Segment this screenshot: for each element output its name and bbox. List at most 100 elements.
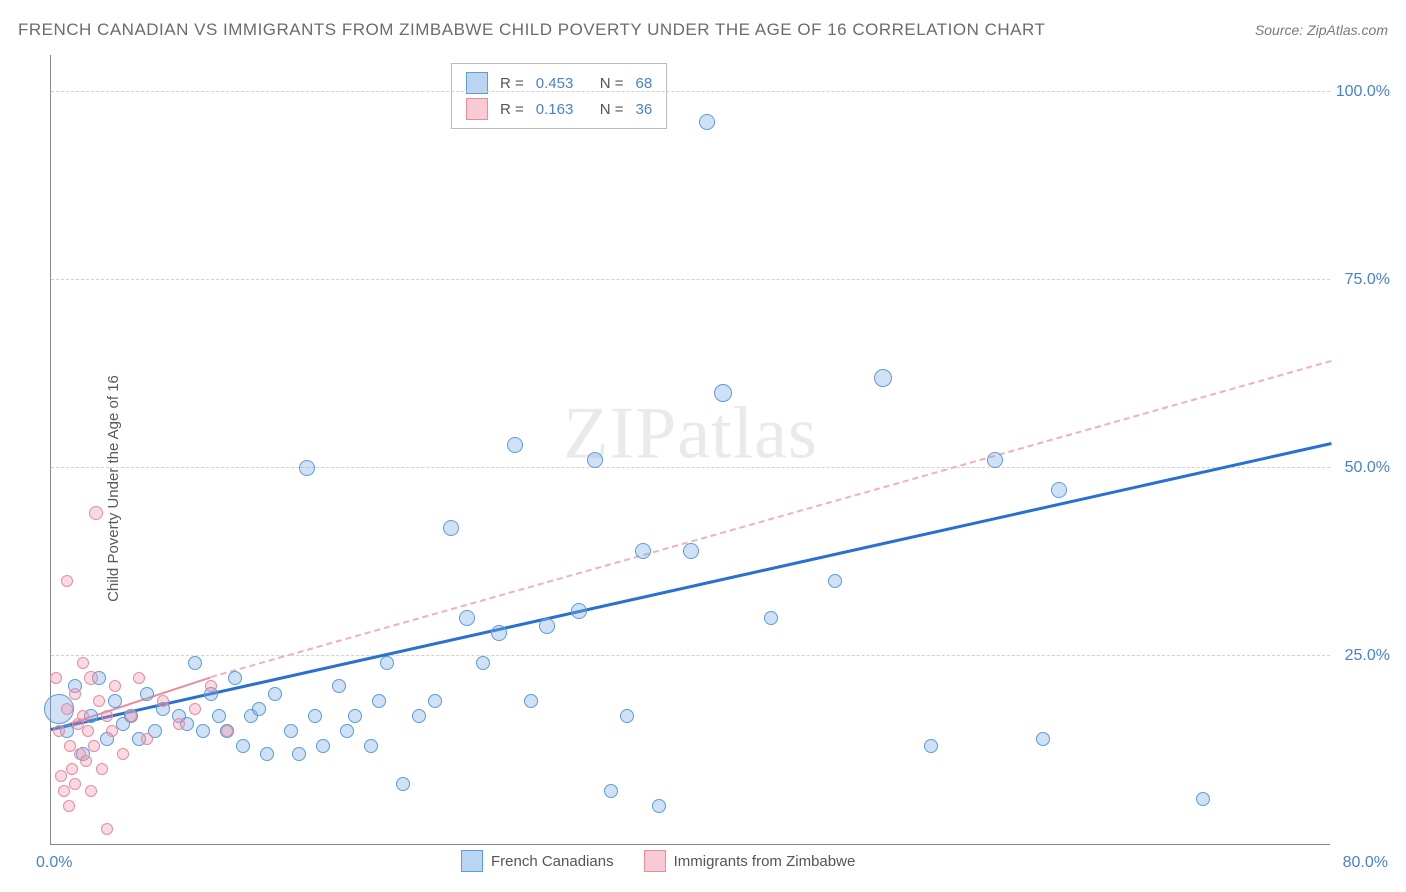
data-point — [85, 785, 97, 797]
r-label: R = — [500, 101, 524, 118]
gridline — [51, 467, 1330, 468]
data-point — [89, 506, 103, 520]
data-point — [1196, 792, 1210, 806]
data-point — [308, 709, 322, 723]
r-value-blue: 0.453 — [536, 75, 588, 92]
data-point — [372, 694, 386, 708]
data-point — [236, 739, 250, 753]
data-point — [284, 724, 298, 738]
data-point — [58, 785, 70, 797]
n-value-blue: 68 — [636, 75, 653, 92]
gridline — [51, 91, 1330, 92]
data-point — [77, 657, 89, 669]
trend-line — [211, 361, 1332, 679]
data-point — [459, 610, 475, 626]
data-point — [443, 520, 459, 536]
data-point — [683, 543, 699, 559]
n-label: N = — [600, 75, 624, 92]
data-point — [491, 625, 507, 641]
data-point — [77, 710, 89, 722]
data-point — [635, 543, 651, 559]
n-label: N = — [600, 101, 624, 118]
series-legend: French Canadians Immigrants from Zimbabw… — [461, 850, 855, 872]
y-tick-label: 75.0% — [1345, 271, 1390, 289]
data-point — [108, 694, 122, 708]
data-point — [260, 747, 274, 761]
data-point — [268, 687, 282, 701]
data-point — [396, 777, 410, 791]
r-value-pink: 0.163 — [536, 101, 588, 118]
data-point — [764, 611, 778, 625]
data-point — [604, 784, 618, 798]
chart-header: FRENCH CANADIAN VS IMMIGRANTS FROM ZIMBA… — [18, 20, 1388, 40]
data-point — [106, 725, 118, 737]
data-point — [380, 656, 394, 670]
data-point — [340, 724, 354, 738]
data-point — [61, 575, 73, 587]
data-point — [50, 672, 62, 684]
x-tick-max: 80.0% — [1343, 854, 1388, 872]
legend-item-pink: Immigrants from Zimbabwe — [644, 850, 856, 872]
data-point — [101, 710, 113, 722]
chart-title: FRENCH CANADIAN VS IMMIGRANTS FROM ZIMBA… — [18, 20, 1045, 40]
data-point — [205, 680, 217, 692]
plot-area: ZIPatlas 0.0% 80.0% R = 0.453 N = 68 R =… — [50, 55, 1330, 845]
data-point — [189, 703, 201, 715]
data-point — [221, 725, 233, 737]
trend-line — [51, 442, 1332, 731]
data-point — [924, 739, 938, 753]
y-tick-label: 50.0% — [1345, 459, 1390, 477]
data-point — [80, 755, 92, 767]
data-point — [332, 679, 346, 693]
data-point — [316, 739, 330, 753]
data-point — [652, 799, 666, 813]
data-point — [61, 703, 73, 715]
legend-item-blue: French Canadians — [461, 850, 614, 872]
legend-label-pink: Immigrants from Zimbabwe — [674, 853, 856, 870]
data-point — [524, 694, 538, 708]
legend-row-blue: R = 0.453 N = 68 — [466, 70, 652, 96]
swatch-pink — [466, 98, 488, 120]
data-point — [84, 671, 98, 685]
data-point — [507, 437, 523, 453]
data-point — [55, 770, 67, 782]
data-point — [125, 710, 137, 722]
n-value-pink: 36 — [636, 101, 653, 118]
data-point — [69, 778, 81, 790]
data-point — [53, 725, 65, 737]
data-point — [714, 384, 732, 402]
source-attribution: Source: ZipAtlas.com — [1255, 22, 1388, 38]
data-point — [828, 574, 842, 588]
gridline — [51, 655, 1330, 656]
data-point — [476, 656, 490, 670]
data-point — [1036, 732, 1050, 746]
data-point — [69, 688, 81, 700]
data-point — [66, 763, 78, 775]
data-point — [117, 748, 129, 760]
data-point — [196, 724, 210, 738]
data-point — [133, 672, 145, 684]
swatch-blue — [461, 850, 483, 872]
r-label: R = — [500, 75, 524, 92]
data-point — [428, 694, 442, 708]
legend-row-pink: R = 0.163 N = 36 — [466, 96, 652, 122]
y-tick-label: 25.0% — [1345, 647, 1390, 665]
y-tick-label: 100.0% — [1336, 83, 1390, 101]
gridline — [51, 279, 1330, 280]
data-point — [157, 695, 169, 707]
data-point — [539, 618, 555, 634]
data-point — [93, 695, 105, 707]
data-point — [101, 823, 113, 835]
data-point — [252, 702, 266, 716]
data-point — [874, 369, 892, 387]
x-tick-min: 0.0% — [36, 854, 72, 872]
data-point — [412, 709, 426, 723]
legend-label-blue: French Canadians — [491, 853, 614, 870]
correlation-legend: R = 0.453 N = 68 R = 0.163 N = 36 — [451, 63, 667, 129]
data-point — [212, 709, 226, 723]
data-point — [63, 800, 75, 812]
data-point — [173, 718, 185, 730]
data-point — [299, 460, 315, 476]
data-point — [364, 739, 378, 753]
data-point — [1051, 482, 1067, 498]
